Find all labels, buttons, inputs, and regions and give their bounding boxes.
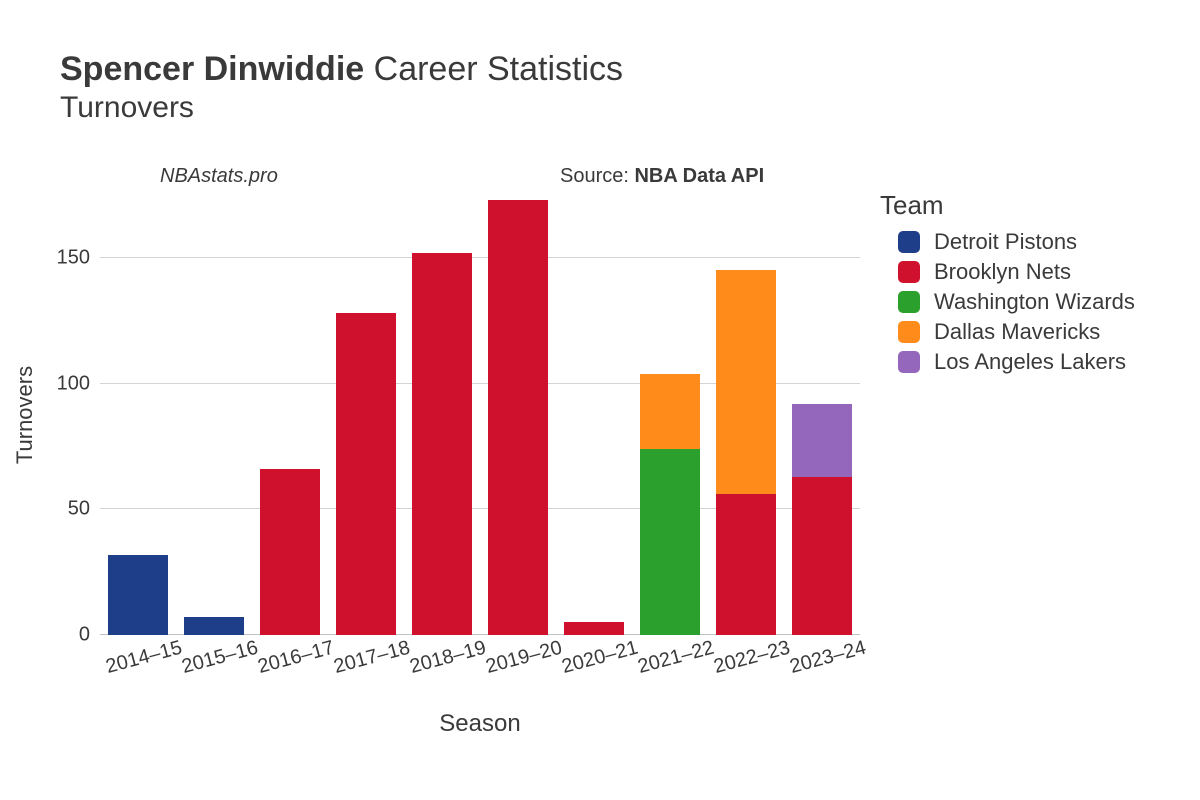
legend-item: Washington Wizards — [898, 289, 1135, 315]
legend-swatch — [898, 351, 920, 373]
chart-container: Spencer Dinwiddie Career Statistics Turn… — [0, 0, 1200, 800]
legend-label: Dallas Mavericks — [934, 319, 1100, 345]
bar-group — [184, 195, 245, 635]
y-tick-label: 150 — [40, 246, 100, 269]
source-attribution: Source: NBA Data API — [560, 165, 764, 188]
legend-item: Detroit Pistons — [898, 229, 1135, 255]
bar-group — [488, 195, 549, 635]
bar-segment — [716, 494, 777, 635]
bar-segment — [336, 313, 397, 635]
bar-segment — [108, 555, 169, 635]
watermark: NBAstats.pro — [160, 165, 278, 188]
chart-title: Spencer Dinwiddie Career Statistics — [60, 50, 1160, 89]
source-name: NBA Data API — [634, 165, 764, 187]
legend-swatch — [898, 231, 920, 253]
bar-group — [716, 195, 777, 635]
legend-swatch — [898, 261, 920, 283]
bar-group — [108, 195, 169, 635]
bar-group — [640, 195, 701, 635]
legend: Team Detroit Pistons Brooklyn Nets Washing… — [880, 190, 1135, 379]
legend-label: Brooklyn Nets — [934, 259, 1071, 285]
y-tick-label: 0 — [40, 624, 100, 647]
title-bold: Spencer Dinwiddie — [60, 50, 364, 88]
legend-label: Los Angeles Lakers — [934, 349, 1126, 375]
legend-item: Dallas Mavericks — [898, 319, 1135, 345]
chart-subtitle: Turnovers — [60, 91, 1160, 125]
bar-segment — [488, 200, 549, 635]
legend-item: Los Angeles Lakers — [898, 349, 1135, 375]
bar-group — [260, 195, 321, 635]
legend-title: Team — [880, 190, 1135, 221]
bar-segment — [412, 253, 473, 635]
bar-segment — [792, 477, 853, 635]
bar-segment — [716, 270, 777, 494]
bar-group — [792, 195, 853, 635]
source-prefix: Source: — [560, 165, 634, 187]
bar-segment — [640, 374, 701, 449]
y-tick-label: 50 — [40, 498, 100, 521]
legend-item: Brooklyn Nets — [898, 259, 1135, 285]
legend-swatch — [898, 321, 920, 343]
title-rest: Career Statistics — [364, 50, 623, 88]
y-tick-label: 100 — [40, 372, 100, 395]
title-block: Spencer Dinwiddie Career Statistics Turn… — [60, 50, 1160, 125]
bar-segment — [792, 404, 853, 477]
bar-group — [336, 195, 397, 635]
x-axis-title: Season — [100, 710, 860, 738]
y-axis-title: Turnovers — [12, 366, 38, 464]
legend-label: Detroit Pistons — [934, 229, 1077, 255]
bar-segment — [640, 449, 701, 635]
bar-group — [412, 195, 473, 635]
plot-area: 0501001502014–152015–162016–172017–18201… — [100, 195, 860, 635]
legend-label: Washington Wizards — [934, 289, 1135, 315]
legend-swatch — [898, 291, 920, 313]
bar-group — [564, 195, 625, 635]
bar-segment — [260, 469, 321, 635]
